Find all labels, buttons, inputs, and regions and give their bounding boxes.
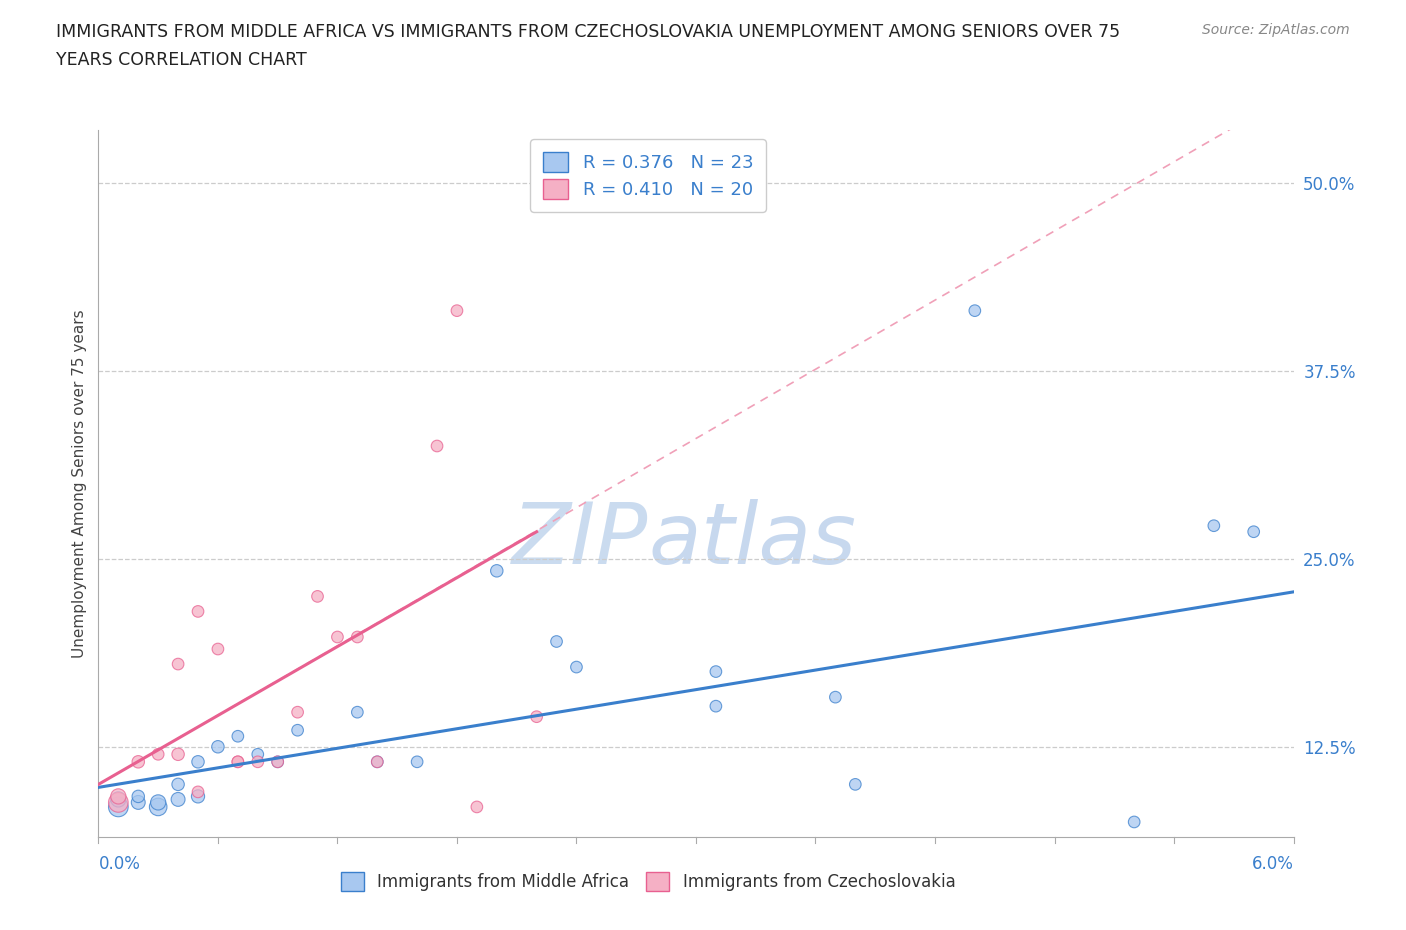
Point (1202, 518, 1225, 533)
Text: 0.0%: 0.0% (98, 855, 141, 873)
Point (107, 789, 129, 804)
Point (148, 747, 170, 762)
Text: YEARS CORRELATION CHART: YEARS CORRELATION CHART (56, 51, 307, 69)
Point (366, 754, 388, 769)
Point (127, 754, 149, 769)
Legend: Immigrants from Middle Africa, Immigrants from Czechoslovakia: Immigrants from Middle Africa, Immigrant… (332, 864, 965, 899)
Point (406, 754, 429, 769)
Point (148, 795, 170, 810)
Point (187, 784, 209, 799)
Point (366, 754, 388, 769)
Point (1243, 525, 1265, 539)
Point (127, 789, 149, 804)
Point (704, 664, 727, 679)
Text: Source: ZipAtlas.com: Source: ZipAtlas.com (1202, 23, 1350, 37)
Point (307, 589, 329, 604)
Point (187, 754, 209, 769)
Point (167, 747, 190, 762)
Text: 6.0%: 6.0% (1251, 855, 1294, 873)
Point (207, 739, 229, 754)
Point (287, 723, 309, 737)
Point (446, 303, 468, 318)
Point (565, 659, 588, 674)
Y-axis label: Unemployment Among Seniors over 75 years: Unemployment Among Seniors over 75 years (72, 310, 87, 658)
Text: ZIP: ZIP (512, 498, 648, 581)
Point (187, 604, 209, 618)
Point (983, 844, 1005, 859)
Point (824, 690, 846, 705)
Point (246, 754, 269, 769)
Point (107, 795, 129, 810)
Point (246, 747, 269, 762)
Point (167, 657, 190, 671)
Point (226, 754, 249, 769)
Point (267, 754, 290, 769)
Point (526, 710, 548, 724)
Point (226, 729, 249, 744)
Point (1123, 815, 1146, 830)
Point (346, 705, 368, 720)
Point (704, 698, 727, 713)
Point (346, 630, 368, 644)
Point (287, 705, 309, 720)
Point (107, 792, 129, 807)
Point (326, 630, 349, 644)
Point (844, 777, 866, 791)
Point (148, 800, 170, 815)
Point (226, 754, 249, 769)
Point (426, 439, 449, 454)
Point (167, 777, 190, 791)
Point (127, 795, 149, 810)
Point (167, 792, 190, 807)
Text: atlas: atlas (648, 498, 856, 581)
Point (485, 564, 508, 578)
Point (267, 754, 290, 769)
Point (963, 303, 986, 318)
Text: IMMIGRANTS FROM MIDDLE AFRICA VS IMMIGRANTS FROM CZECHOSLOVAKIA UNEMPLOYMENT AMO: IMMIGRANTS FROM MIDDLE AFRICA VS IMMIGRA… (56, 23, 1121, 41)
Point (207, 642, 229, 657)
Point (107, 800, 129, 815)
Point (465, 800, 488, 815)
Point (187, 789, 209, 804)
Point (546, 634, 568, 649)
